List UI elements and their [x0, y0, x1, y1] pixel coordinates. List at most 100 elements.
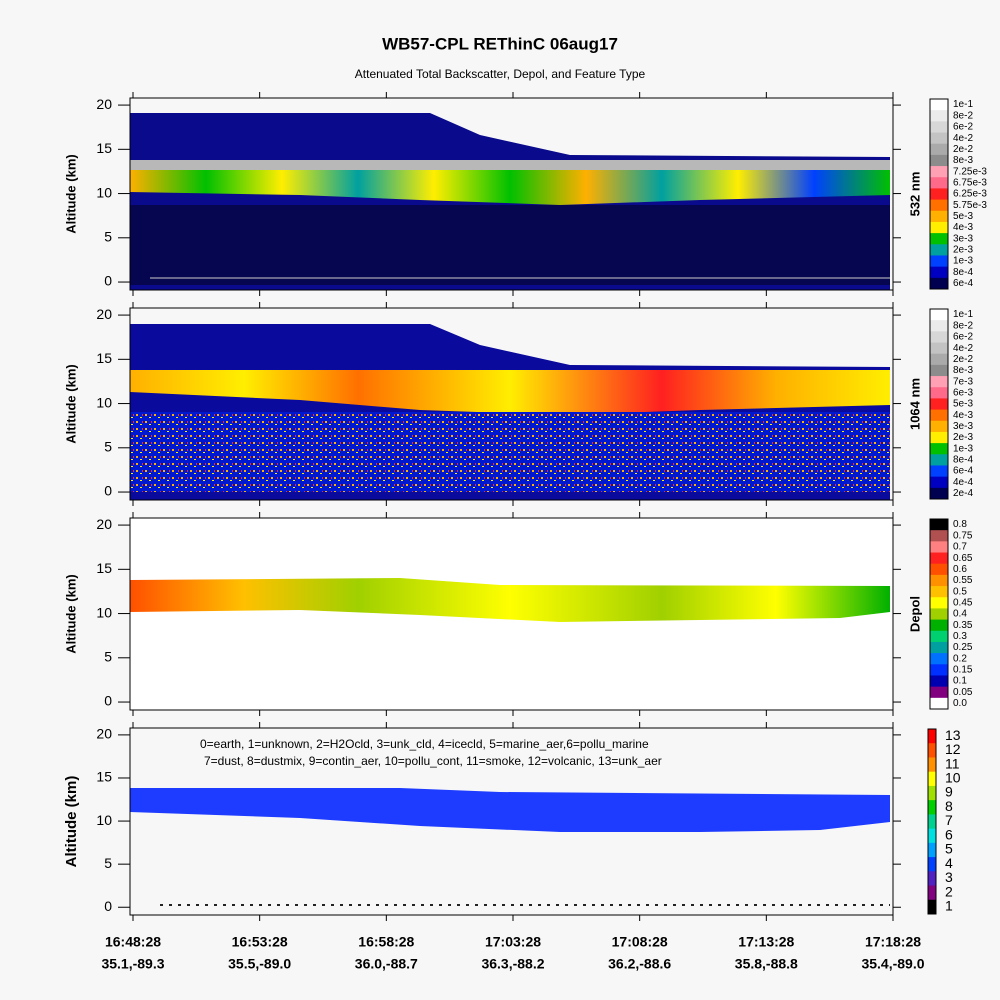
x-tick-location: 36.2,-88.6 [608, 956, 671, 972]
colorbar-cell [930, 443, 948, 455]
colorbar-label: 6e-2 [953, 122, 973, 133]
colorbar-cell [930, 244, 948, 256]
colorbar-label: 6e-4 [953, 278, 973, 289]
x-tick-location: 35.4,-89.0 [861, 956, 924, 972]
colorbar-frame [927, 728, 937, 915]
title: WB57-CPL REThinC 06aug17 [382, 34, 618, 53]
colorbar-cell [928, 899, 936, 915]
colorbar-cell [930, 177, 948, 189]
colorbar-cell [928, 828, 936, 844]
colorbar-cell [930, 619, 948, 632]
colorbar-label: 4e-3 [953, 410, 973, 421]
colorbar-cell [930, 143, 948, 156]
colorbar-cell [930, 664, 948, 676]
colorbar-cell [928, 814, 936, 830]
colorbar-cell [928, 743, 936, 758]
colorbar-label: 4e-2 [953, 343, 973, 354]
y-tick-label: 5 [104, 649, 112, 665]
colorbar-label: 2 [945, 883, 953, 899]
x-tick-time: 17:13:28 [738, 934, 794, 950]
colorbar-label: 10 [945, 770, 961, 786]
x-tick-time: 17:03:28 [485, 934, 541, 950]
y-tick-label: 5 [104, 229, 112, 245]
colorbar-label: 2e-3 [953, 432, 973, 443]
colorbar-cell [930, 398, 948, 411]
cloud-layer [130, 578, 890, 622]
colorbar-cell [928, 842, 936, 858]
colorbar-label: 0.55 [953, 575, 973, 586]
colorbar-label: 2e-4 [953, 488, 973, 499]
colorbar-label: 4e-4 [953, 477, 973, 488]
cloud-top [130, 160, 890, 172]
colorbar-cell [928, 771, 936, 787]
colorbar-label: 13 [945, 727, 961, 743]
y-tick-label: 5 [104, 855, 112, 871]
cloud-layer [130, 370, 890, 415]
colorbar-cell [930, 266, 948, 279]
colorbar-label: 1e-1 [953, 99, 973, 110]
colorbar-label: 0.65 [953, 553, 973, 564]
colorbar-cell [930, 277, 948, 290]
colorbar-label: 8e-2 [953, 320, 973, 331]
colorbar-cell [928, 871, 936, 887]
colorbar-label: 1e-3 [953, 256, 973, 267]
colorbar-label: 5e-3 [953, 211, 973, 222]
colorbar-label: 8 [945, 798, 953, 814]
curtain-532 [130, 113, 890, 290]
y-tick-label: 0 [104, 693, 112, 709]
colorbar-label: 0.25 [953, 642, 973, 653]
colorbar-label: 5 [945, 841, 953, 857]
colorbar-cell [930, 476, 948, 489]
y-axis-label: Altitude (km) [63, 574, 78, 653]
curtain-1064 [130, 324, 890, 500]
colorbar-label: 0.35 [953, 620, 973, 631]
colorbar-label: 6.75e-3 [953, 177, 987, 188]
colorbar-cell [930, 641, 948, 654]
colorbar-label: 0.7 [953, 542, 967, 553]
y-axis-label: Altitude (km) [63, 154, 78, 233]
cloud-layer [130, 170, 890, 205]
colorbar-label: 0.6 [953, 564, 967, 575]
curtain-depol [130, 518, 893, 710]
colorbar-label: 1e-1 [953, 309, 973, 320]
colorbar-cell [930, 574, 948, 587]
y-tick-label: 10 [96, 184, 112, 200]
x-tick-location: 36.3,-88.2 [481, 956, 544, 972]
colorbar-cell [930, 110, 948, 122]
colorbar-title: 532 nm [907, 172, 922, 217]
colorbar-cell [930, 331, 948, 344]
colorbar-label: 4e-2 [953, 133, 973, 144]
colorbar-label: 6e-4 [953, 466, 973, 477]
y-tick-label: 15 [96, 560, 112, 576]
y-tick-label: 15 [96, 350, 112, 366]
colorbar-cell [930, 586, 948, 598]
y-tick-label: 0 [104, 483, 112, 499]
attenuated-region [130, 205, 890, 285]
subtitle: Attenuated Total Backscatter, Depol, and… [355, 67, 646, 81]
colorbar-cell [928, 857, 936, 872]
colorbar-cell [930, 420, 948, 433]
colorbar-cell [928, 785, 936, 801]
legend-text: 7=dust, 8=dustmix, 9=contin_aer, 10=poll… [204, 754, 662, 768]
colorbar-label: 5e-3 [953, 399, 973, 410]
colorbar-label: 12 [945, 741, 961, 757]
colorbar-label: 6e-2 [953, 332, 973, 343]
colorbar-label: 4e-3 [953, 222, 973, 233]
colorbar-label: 7e-3 [953, 376, 973, 387]
colorbar-label: 1e-3 [953, 443, 973, 454]
colorbar-label: 11 [945, 755, 960, 771]
x-tick-location: 36.0,-88.7 [355, 956, 418, 972]
colorbar-cell [930, 221, 948, 234]
curtain-feature [130, 788, 890, 906]
colorbar-cell [930, 188, 948, 201]
colorbar-cell [930, 519, 948, 531]
y-tick-label: 20 [96, 516, 112, 532]
colorbar-label: 8e-4 [953, 267, 973, 278]
colorbar-label: 8e-4 [953, 455, 973, 466]
y-tick-label: 10 [96, 812, 112, 828]
colorbar-cell [930, 454, 948, 466]
colorbar-cell [930, 210, 948, 223]
colorbar-frame [929, 518, 949, 710]
